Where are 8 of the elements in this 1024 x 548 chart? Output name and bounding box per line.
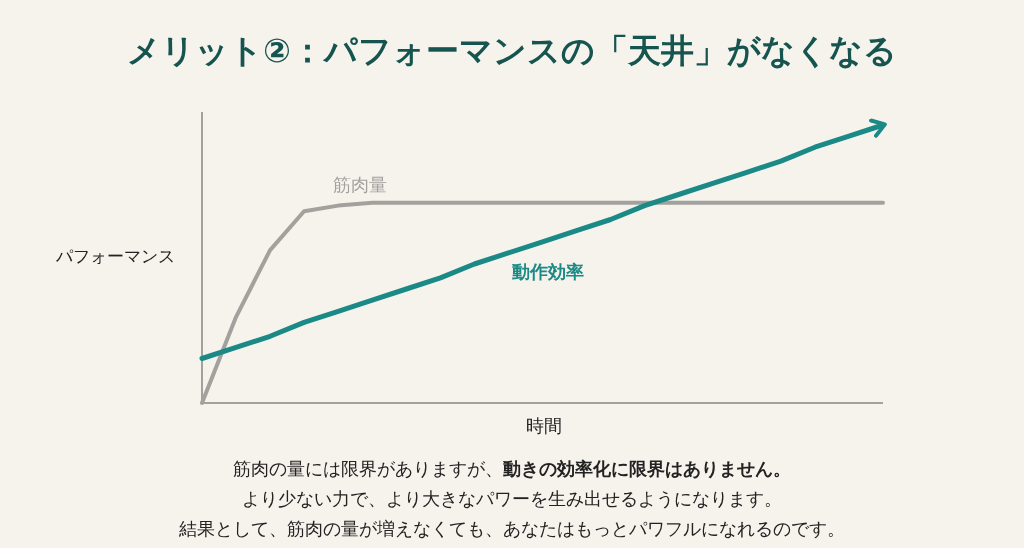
series-label: 動作効率 (511, 261, 584, 282)
text: より少ない力で、より大きなパワーを生み出せるようになります。 (242, 489, 782, 509)
text: 筋肉の量には限界がありますが、動きの効率化に限界はありません。 (233, 459, 791, 479)
y-axis-title: パフォーマンス (54, 246, 175, 266)
x-axis-title: 時間 (525, 415, 562, 436)
text: 結果として、筋肉の量が増えなくても、あなたはもっとパワフルになれるのです。 (178, 519, 845, 539)
chart-title: メリット②：パフォーマンスの「天井」がなくなる (127, 31, 897, 70)
series-label: 筋肉量 (333, 174, 387, 195)
